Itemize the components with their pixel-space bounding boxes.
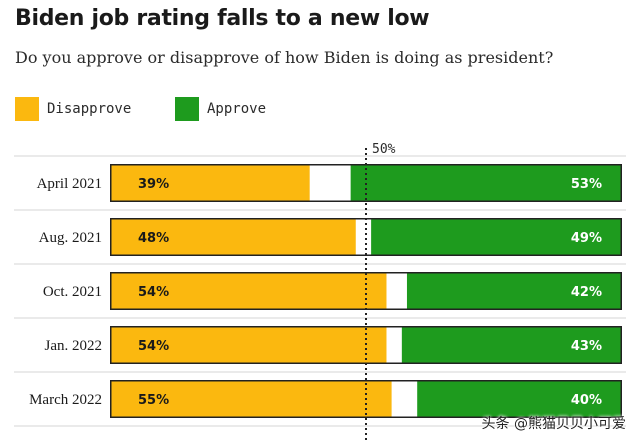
legend-swatch-disapprove: [15, 97, 39, 121]
category-label: Oct. 2021: [43, 284, 102, 300]
legend-swatch-approve: [175, 97, 199, 121]
category-label: Aug. 2021: [39, 230, 102, 246]
data-label-disapprove: 39%: [138, 177, 169, 192]
bar-approve: [406, 273, 621, 309]
chart-title: Biden job rating falls to a new low: [15, 6, 430, 31]
bar-disapprove: [111, 165, 310, 201]
data-label-approve: 49%: [571, 231, 602, 246]
bar-approve: [350, 165, 621, 201]
data-label-approve: 43%: [571, 339, 602, 354]
chart-subtitle: Do you approve or disapprove of how Bide…: [15, 48, 554, 67]
legend-item-approve: Approve: [175, 97, 266, 121]
legend-label-approve: Approve: [207, 101, 267, 117]
bar-disapprove: [111, 327, 387, 363]
category-label: Jan. 2022: [45, 338, 103, 354]
data-label-approve: 42%: [571, 285, 602, 300]
bar-disapprove: [111, 273, 387, 309]
bar-approve: [371, 219, 621, 255]
data-label-approve: 40%: [571, 393, 602, 408]
bar-approve: [417, 381, 621, 417]
data-label-disapprove: 54%: [138, 339, 169, 354]
bar-disapprove: [111, 219, 356, 255]
bar-disapprove: [111, 381, 392, 417]
data-label-disapprove: 48%: [138, 231, 169, 246]
watermark: 头条 @熊猫贝贝小可爱: [481, 416, 626, 432]
legend-item-disapprove: Disapprove: [15, 97, 131, 121]
data-label-approve: 53%: [571, 177, 602, 192]
category-label: March 2022: [29, 392, 102, 408]
legend-label-disapprove: Disapprove: [47, 101, 132, 117]
bar-approve: [401, 327, 621, 363]
category-label: April 2021: [37, 176, 102, 192]
data-label-disapprove: 55%: [138, 393, 169, 408]
reference-line-label: 50%: [372, 142, 396, 157]
data-label-disapprove: 54%: [138, 285, 169, 300]
